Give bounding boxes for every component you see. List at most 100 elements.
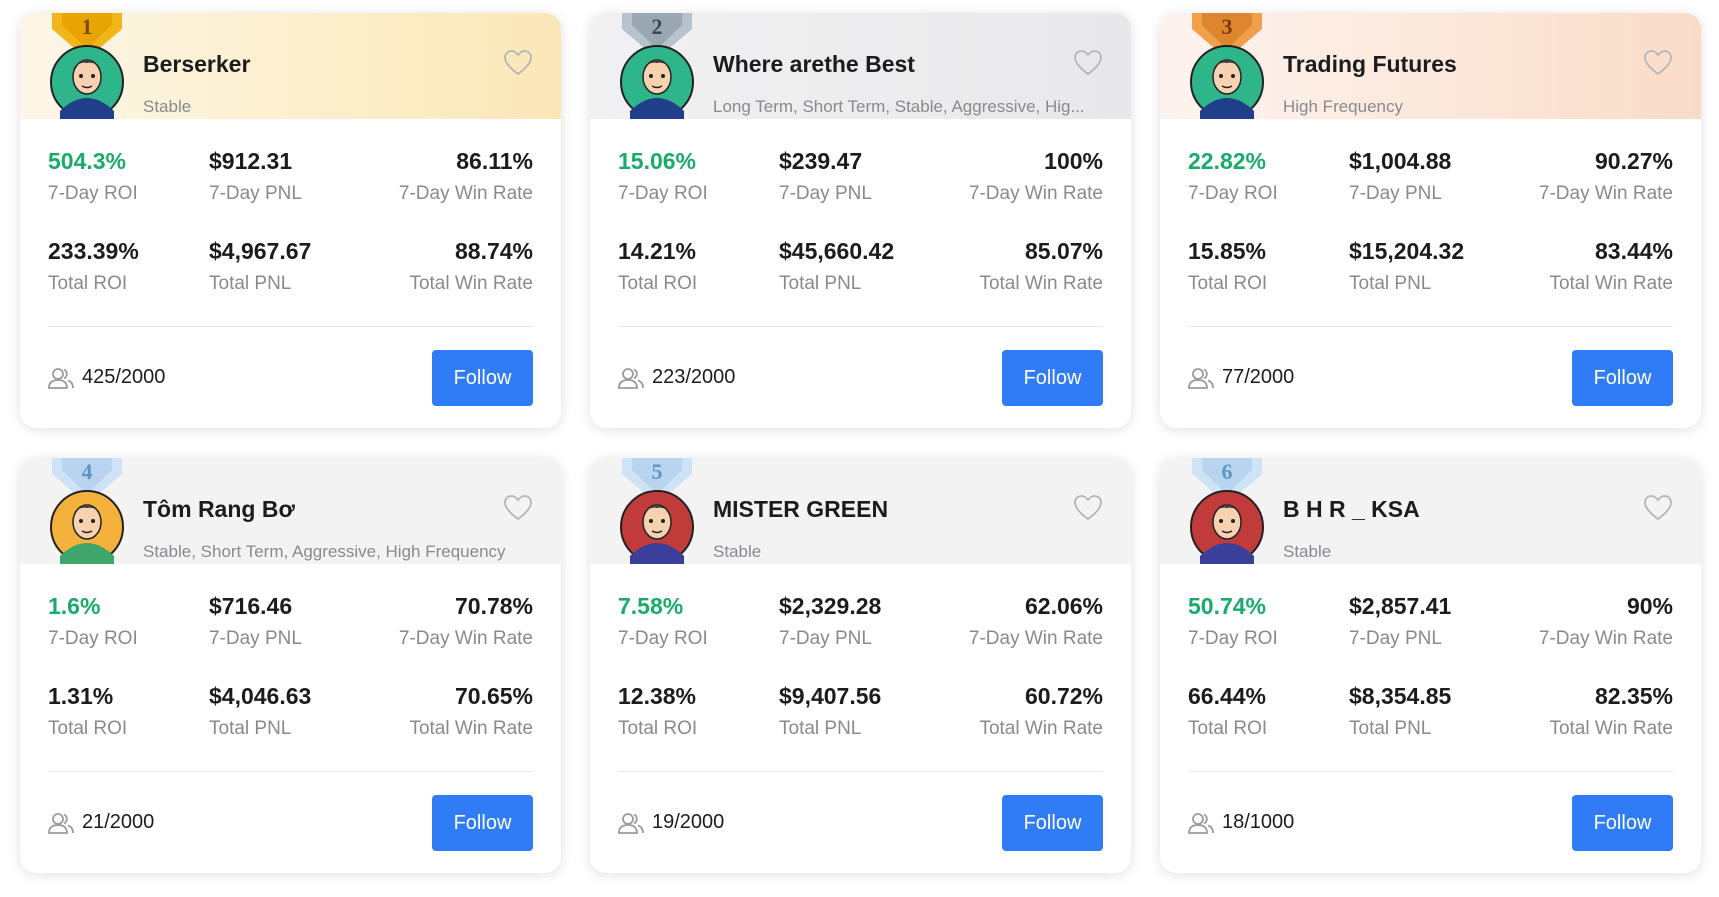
stat-value: 70.65% [454,683,533,709]
stat-label: 7-Day Win Rate [968,183,1103,204]
stat-value: $239.47 [779,148,863,174]
rank-number: 5 [652,459,663,484]
stat-value: 83.44% [1594,238,1673,264]
trader-card: 3 Trading Futures High Frequency 22.82% 7-D… [1160,13,1701,428]
stat-value: 88.74% [454,238,533,264]
trader-tags: Stable [1283,542,1332,561]
trader-tags: Stable [143,97,192,116]
stat-label: 7-Day PNL [1349,628,1442,649]
stat-label: Total PNL [1349,273,1432,294]
avatar [620,490,694,564]
divider [1188,326,1673,327]
trader-card: 1 Berserker Stable 504.3% 7-Day ROI $912.31 7… [20,13,561,428]
stat-label: Total ROI [618,718,698,739]
stat-label: Total Win Rate [409,273,533,294]
stat-value: 66.44% [1188,683,1267,709]
stat-value: 100% [1044,148,1103,174]
users-icon [48,813,74,834]
follow-button[interactable]: Follow [1002,795,1103,851]
stat-label: Total Win Rate [409,718,533,739]
stat-value: $45,660.42 [779,238,895,264]
stat-label: 7-Day PNL [1349,183,1442,204]
rank-number: 1 [82,14,93,39]
favorite-heart[interactable] [1643,49,1673,77]
trader-card: 4 Tôm Rang Bơ Stable, Short Term, Aggress… [20,458,561,873]
stat-label: Total PNL [1349,718,1432,739]
stat-value: 22.82% [1188,148,1267,174]
trader-name: Berserker [143,51,251,77]
users-icon [618,813,644,834]
follow-button[interactable]: Follow [432,350,533,406]
favorite-heart[interactable] [1073,494,1103,522]
stat-value: $15,204.32 [1349,238,1465,264]
trader-name: Tôm Rang Bơ [143,496,295,522]
stat-label: 7-Day ROI [618,183,708,204]
stat-label: Total PNL [209,273,292,294]
divider [48,326,533,327]
follow-button[interactable]: Follow [1572,350,1673,406]
stat-value: $8,354.85 [1349,683,1452,709]
stat-value: 14.21% [618,238,697,264]
stat-value: $4,967.67 [209,238,312,264]
stat-label: 7-Day ROI [1188,628,1278,649]
stat-label: 7-Day PNL [779,183,872,204]
stat-label: 7-Day PNL [209,628,302,649]
trader-name: Trading Futures [1283,51,1457,77]
rank-number: 4 [82,459,93,484]
stat-value: $716.46 [209,593,293,619]
favorite-heart[interactable] [503,49,533,77]
stat-label: Total ROI [1188,273,1268,294]
trader-card: 5 MISTER GREEN Stable 7.58% 7-Day ROI $2,329… [590,458,1131,873]
rank-medal: 1 [52,13,122,59]
stat-value: 15.85% [1188,238,1267,264]
stat-label: Total ROI [1188,718,1268,739]
trader-name: B H R _ KSA [1283,496,1420,522]
follow-button[interactable]: Follow [1002,350,1103,406]
stat-label: 7-Day Win Rate [398,183,533,204]
rank-number: 2 [652,14,663,39]
follow-button[interactable]: Follow [432,795,533,851]
stat-value: 1.31% [48,683,114,709]
avatar [50,490,124,564]
trader-tags: Stable [713,542,762,561]
favorite-heart[interactable] [1643,494,1673,522]
stat-label: 7-Day Win Rate [1538,183,1673,204]
stat-label: Total PNL [209,718,292,739]
follow-button[interactable]: Follow [1572,795,1673,851]
stat-value: 82.35% [1594,683,1673,709]
stat-value: 12.38% [618,683,697,709]
stat-value: $9,407.56 [779,683,882,709]
stat-label: Total Win Rate [979,273,1103,294]
divider [618,771,1103,772]
divider [48,771,533,772]
favorite-heart[interactable] [503,494,533,522]
stat-label: Total ROI [48,273,128,294]
rank-number: 3 [1222,14,1233,39]
stat-value: 90% [1626,593,1673,619]
stat-label: 7-Day PNL [779,628,872,649]
rank-number: 6 [1222,459,1233,484]
rank-medal: 5 [622,458,692,504]
trader-grid: 1 Berserker Stable 504.3% 7-Day ROI $912.31 7… [20,13,1701,873]
users-icon [618,368,644,389]
stat-value: $2,329.28 [779,593,882,619]
stat-label: 7-Day ROI [48,183,138,204]
favorite-heart[interactable] [1073,49,1103,77]
trader-name: MISTER GREEN [713,496,889,522]
stat-label: 7-Day Win Rate [398,628,533,649]
stat-value: 50.74% [1188,593,1267,619]
avatar [1190,45,1264,119]
users-icon [48,368,74,389]
stat-value: $912.31 [209,148,293,174]
avatar [620,45,694,119]
trader-tags: High Frequency [1283,97,1404,116]
stat-value: 60.72% [1024,683,1103,709]
stat-value: $1,004.88 [1349,148,1452,174]
users-icon [1188,813,1214,834]
stat-value: 504.3% [48,148,127,174]
stat-value: 86.11% [456,148,533,174]
stat-label: Total ROI [48,718,128,739]
stat-label: 7-Day ROI [1188,183,1278,204]
stat-label: 7-Day PNL [209,183,302,204]
